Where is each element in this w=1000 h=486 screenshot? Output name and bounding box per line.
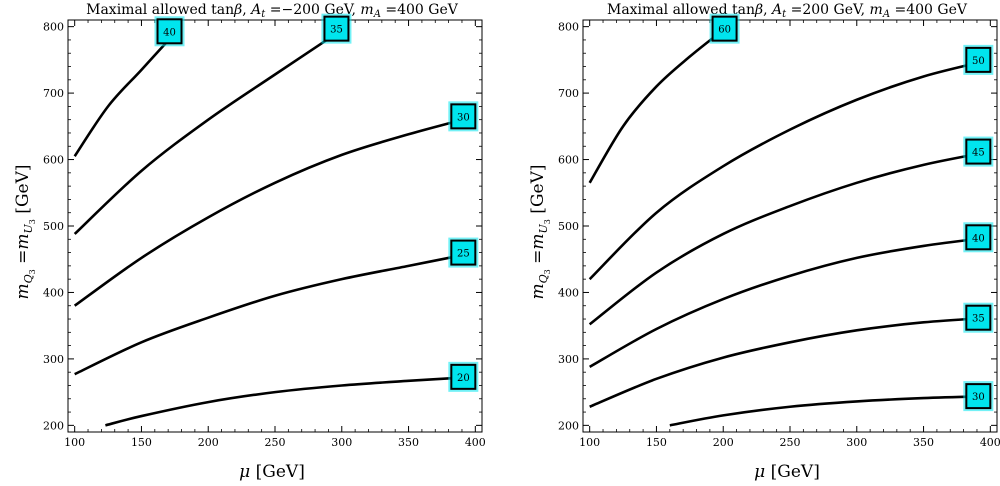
right-y-tick-label: 700 xyxy=(558,87,579,100)
right-contour-30 xyxy=(669,394,991,427)
right-y-tick-label: 300 xyxy=(558,353,579,366)
svg-text:20: 20 xyxy=(457,373,470,384)
left-x-tick-label: 200 xyxy=(198,436,219,449)
left-x-tick-label: 400 xyxy=(465,436,486,449)
left-panel: Maximal allowed tanβ, At =−200 GeV, mA =… xyxy=(13,2,486,482)
left-contour-label-20: 20 xyxy=(448,361,479,392)
left-contour-35 xyxy=(73,28,343,235)
left-contour-30 xyxy=(73,115,476,307)
svg-text:45: 45 xyxy=(972,148,985,159)
right-y-tick-label: 200 xyxy=(558,419,579,432)
left-contour-25 xyxy=(74,251,476,376)
left-ylabel: mQ3 =mU3 [GeV] xyxy=(13,165,37,300)
left-y-tick-label: 400 xyxy=(43,286,64,299)
right-xlabel: μ [GeV] xyxy=(754,462,820,482)
left-x-tick-label: 300 xyxy=(331,436,352,449)
right-contour-40 xyxy=(589,236,991,369)
right-contour-label-30: 30 xyxy=(963,381,994,412)
left-contour-label-25: 25 xyxy=(448,237,479,268)
right-contour-35 xyxy=(589,316,991,408)
svg-text:60: 60 xyxy=(718,25,731,36)
right-contour-label-60: 60 xyxy=(709,13,740,44)
right-y-tick-label: 800 xyxy=(558,21,579,34)
svg-text:50: 50 xyxy=(972,56,985,67)
right-contour-50 xyxy=(588,58,991,281)
left-contour-label-40: 40 xyxy=(154,16,185,47)
right-x-tick-label: 150 xyxy=(646,436,667,449)
svg-text:35: 35 xyxy=(330,25,343,36)
right-y-tick-label: 400 xyxy=(558,286,579,299)
left-x-tick-label: 350 xyxy=(398,436,419,449)
left-contour-40 xyxy=(73,32,176,157)
left-plot-frame xyxy=(67,19,483,433)
right-x-tick-label: 100 xyxy=(579,436,600,449)
right-ticks: 100 150 200 250 300 350 400 200 300 400 500 600 700 8… xyxy=(558,20,1000,449)
right-x-tick-label: 300 xyxy=(846,436,867,449)
left-ticks: 100 150 200 250 300 350 400 200 300 400 500 600 700 8… xyxy=(43,20,486,449)
right-x-tick-label: 250 xyxy=(780,436,801,449)
left-contour-20 xyxy=(105,375,476,427)
left-y-tick-label: 700 xyxy=(43,87,64,100)
right-ylabel: mQ3 =mU3 [GeV] xyxy=(528,165,552,300)
left-y-tick-label: 500 xyxy=(43,220,64,233)
right-x-tick-label: 200 xyxy=(713,436,734,449)
left-contour-label-30: 30 xyxy=(448,101,479,132)
svg-text:40: 40 xyxy=(163,27,176,38)
right-x-tick-label: 350 xyxy=(913,436,934,449)
left-y-tick-label: 200 xyxy=(43,419,64,432)
left-title: Maximal allowed tanβ, At =−200 GeV, mA =… xyxy=(86,2,459,20)
right-x-tick-label: 400 xyxy=(980,436,1000,449)
left-x-tick-label: 100 xyxy=(64,436,85,449)
svg-text:30: 30 xyxy=(972,392,985,403)
left-y-tick-label: 300 xyxy=(43,353,64,366)
right-panel: Maximal allowed tanβ, At =200 GeV, mA =4… xyxy=(528,2,1000,482)
svg-text:40: 40 xyxy=(972,233,985,244)
right-contour-60 xyxy=(588,28,725,184)
right-contour-45 xyxy=(588,150,991,326)
left-contour-label-35: 35 xyxy=(321,13,352,44)
svg-text:25: 25 xyxy=(457,249,470,260)
left-y-tick-label: 800 xyxy=(43,21,64,34)
left-xlabel: μ [GeV] xyxy=(239,462,305,482)
right-contour-label-45: 45 xyxy=(963,136,994,167)
svg-text:35: 35 xyxy=(972,314,985,325)
right-y-tick-label: 600 xyxy=(558,154,579,167)
svg-text:30: 30 xyxy=(457,112,470,123)
right-y-tick-label: 500 xyxy=(558,220,579,233)
right-contour-label-40: 40 xyxy=(963,222,994,253)
left-x-tick-label: 250 xyxy=(265,436,286,449)
right-contour-label-50: 50 xyxy=(963,44,994,75)
left-x-tick-label: 150 xyxy=(131,436,152,449)
right-title: Maximal allowed tanβ, At =200 GeV, mA =4… xyxy=(607,2,968,20)
left-y-tick-label: 600 xyxy=(43,154,64,167)
right-plot-frame xyxy=(582,19,998,433)
right-contour-label-35: 35 xyxy=(963,302,994,333)
